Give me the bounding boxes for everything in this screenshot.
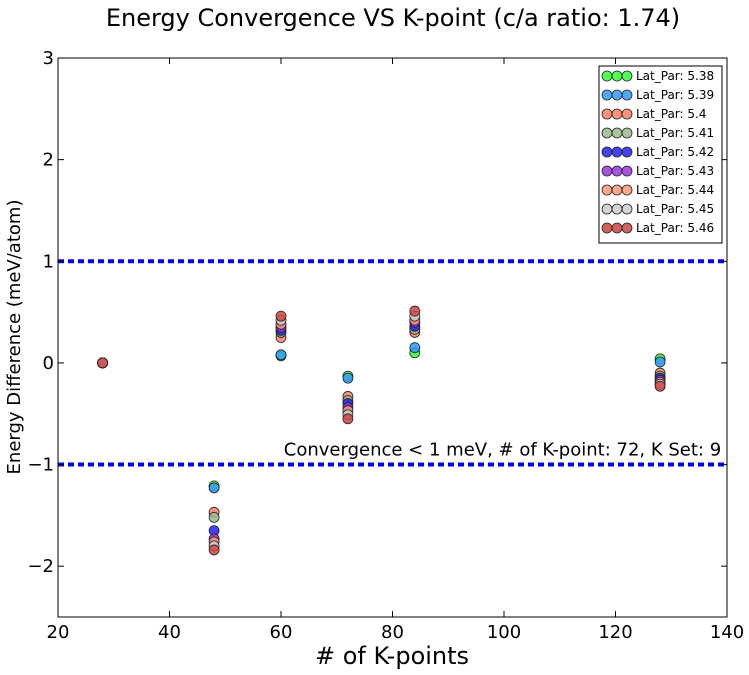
x-tick-label: 140 (710, 622, 744, 643)
x-tick-label: 40 (158, 622, 181, 643)
legend-label: Lat_Par: 5.4 (636, 107, 706, 121)
y-tick-label: 3 (43, 48, 54, 69)
data-point (654, 356, 666, 368)
x-axis-label: # of K-points (315, 642, 469, 670)
legend-marker (601, 146, 613, 158)
legend-item: Lat_Par: 5.43 (601, 164, 714, 178)
series-7 (97, 314, 666, 548)
legend-marker (621, 184, 633, 196)
y-tick-label: 2 (43, 150, 54, 171)
legend-marker (601, 165, 613, 177)
legend-label: Lat_Par: 5.44 (636, 183, 714, 197)
legend-marker (621, 222, 633, 234)
legend-marker (611, 165, 623, 177)
data-point (275, 349, 287, 361)
legend-marker (601, 222, 613, 234)
legend-marker (621, 165, 633, 177)
legend: Lat_Par: 5.38 Lat_Par: 5.39 Lat_Par: 5.4 La… (598, 65, 723, 244)
legend-marker (611, 203, 623, 215)
legend-marker (621, 70, 633, 82)
legend-item: Lat_Par: 5.46 (601, 221, 714, 235)
legend-marker (601, 70, 613, 82)
legend-item: Lat_Par: 5.41 (601, 126, 714, 140)
data-point (97, 357, 108, 369)
plot-area (58, 259, 727, 556)
axis-ticks: 20 40 60 80 100 120 140 −2 −1 0 1 2 3 (27, 48, 744, 643)
x-tick-label: 100 (487, 622, 521, 643)
legend-item: Lat_Par: 5.45 (601, 202, 714, 216)
x-tick-label: 60 (270, 622, 293, 643)
series-9 (97, 305, 666, 556)
legend-marker (621, 203, 633, 215)
legend-marker (611, 222, 623, 234)
legend-label: Lat_Par: 5.46 (636, 221, 714, 235)
legend-marker (611, 108, 623, 120)
legend-marker (611, 89, 623, 101)
legend-marker (621, 146, 633, 158)
data-point (275, 310, 287, 322)
y-tick-label: −2 (27, 556, 54, 577)
legend-label: Lat_Par: 5.41 (636, 126, 714, 140)
series-2 (97, 342, 666, 494)
x-tick-label: 80 (381, 622, 404, 643)
data-point (409, 342, 421, 354)
series-6 (97, 316, 666, 545)
legend-item: Lat_Par: 5.38 (601, 69, 714, 83)
legend-label: Lat_Par: 5.43 (636, 164, 714, 178)
legend-marker (611, 146, 623, 158)
legend-item: Lat_Par: 5.4 (601, 107, 706, 121)
legend-marker (611, 127, 623, 139)
legend-item: Lat_Par: 5.44 (601, 183, 714, 197)
legend-label: Lat_Par: 5.39 (636, 88, 714, 102)
data-point (654, 380, 666, 392)
legend-marker (601, 203, 613, 215)
series-5 (97, 320, 666, 537)
legend-marker (611, 70, 623, 82)
convergence-annotation: Convergence < 1 meV, # of K-point: 72, K… (284, 439, 721, 460)
data-point (342, 413, 354, 425)
legend-marker (611, 184, 623, 196)
y-tick-label: 1 (43, 251, 54, 272)
series-8 (97, 310, 666, 552)
legend-label: Lat_Par: 5.38 (636, 69, 714, 83)
chart-title: Energy Convergence VS K-point (c/a ratio… (106, 4, 680, 32)
x-tick-label: 120 (598, 622, 632, 643)
series-3 (97, 327, 666, 518)
data-point (208, 482, 220, 494)
legend-marker (601, 108, 613, 120)
data-point (208, 511, 220, 523)
legend-marker (601, 184, 613, 196)
y-tick-label: 0 (43, 353, 54, 374)
data-point (208, 544, 220, 556)
legend-label: Lat_Par: 5.42 (636, 145, 714, 159)
legend-marker (621, 127, 633, 139)
legend-item: Lat_Par: 5.39 (601, 88, 714, 102)
data-point (409, 305, 421, 317)
y-axis-label: Energy Difference (meV/atom) (4, 200, 25, 475)
legend-marker (621, 108, 633, 120)
series-4 (97, 323, 666, 523)
legend-marker (621, 89, 633, 101)
legend-marker (601, 89, 613, 101)
legend-label: Lat_Par: 5.45 (636, 202, 714, 216)
y-tick-label: −1 (27, 455, 54, 476)
legend-marker (601, 127, 613, 139)
series-1 (97, 347, 666, 492)
x-tick-label: 20 (47, 622, 70, 643)
data-point (342, 372, 354, 384)
legend-item: Lat_Par: 5.42 (601, 145, 714, 159)
